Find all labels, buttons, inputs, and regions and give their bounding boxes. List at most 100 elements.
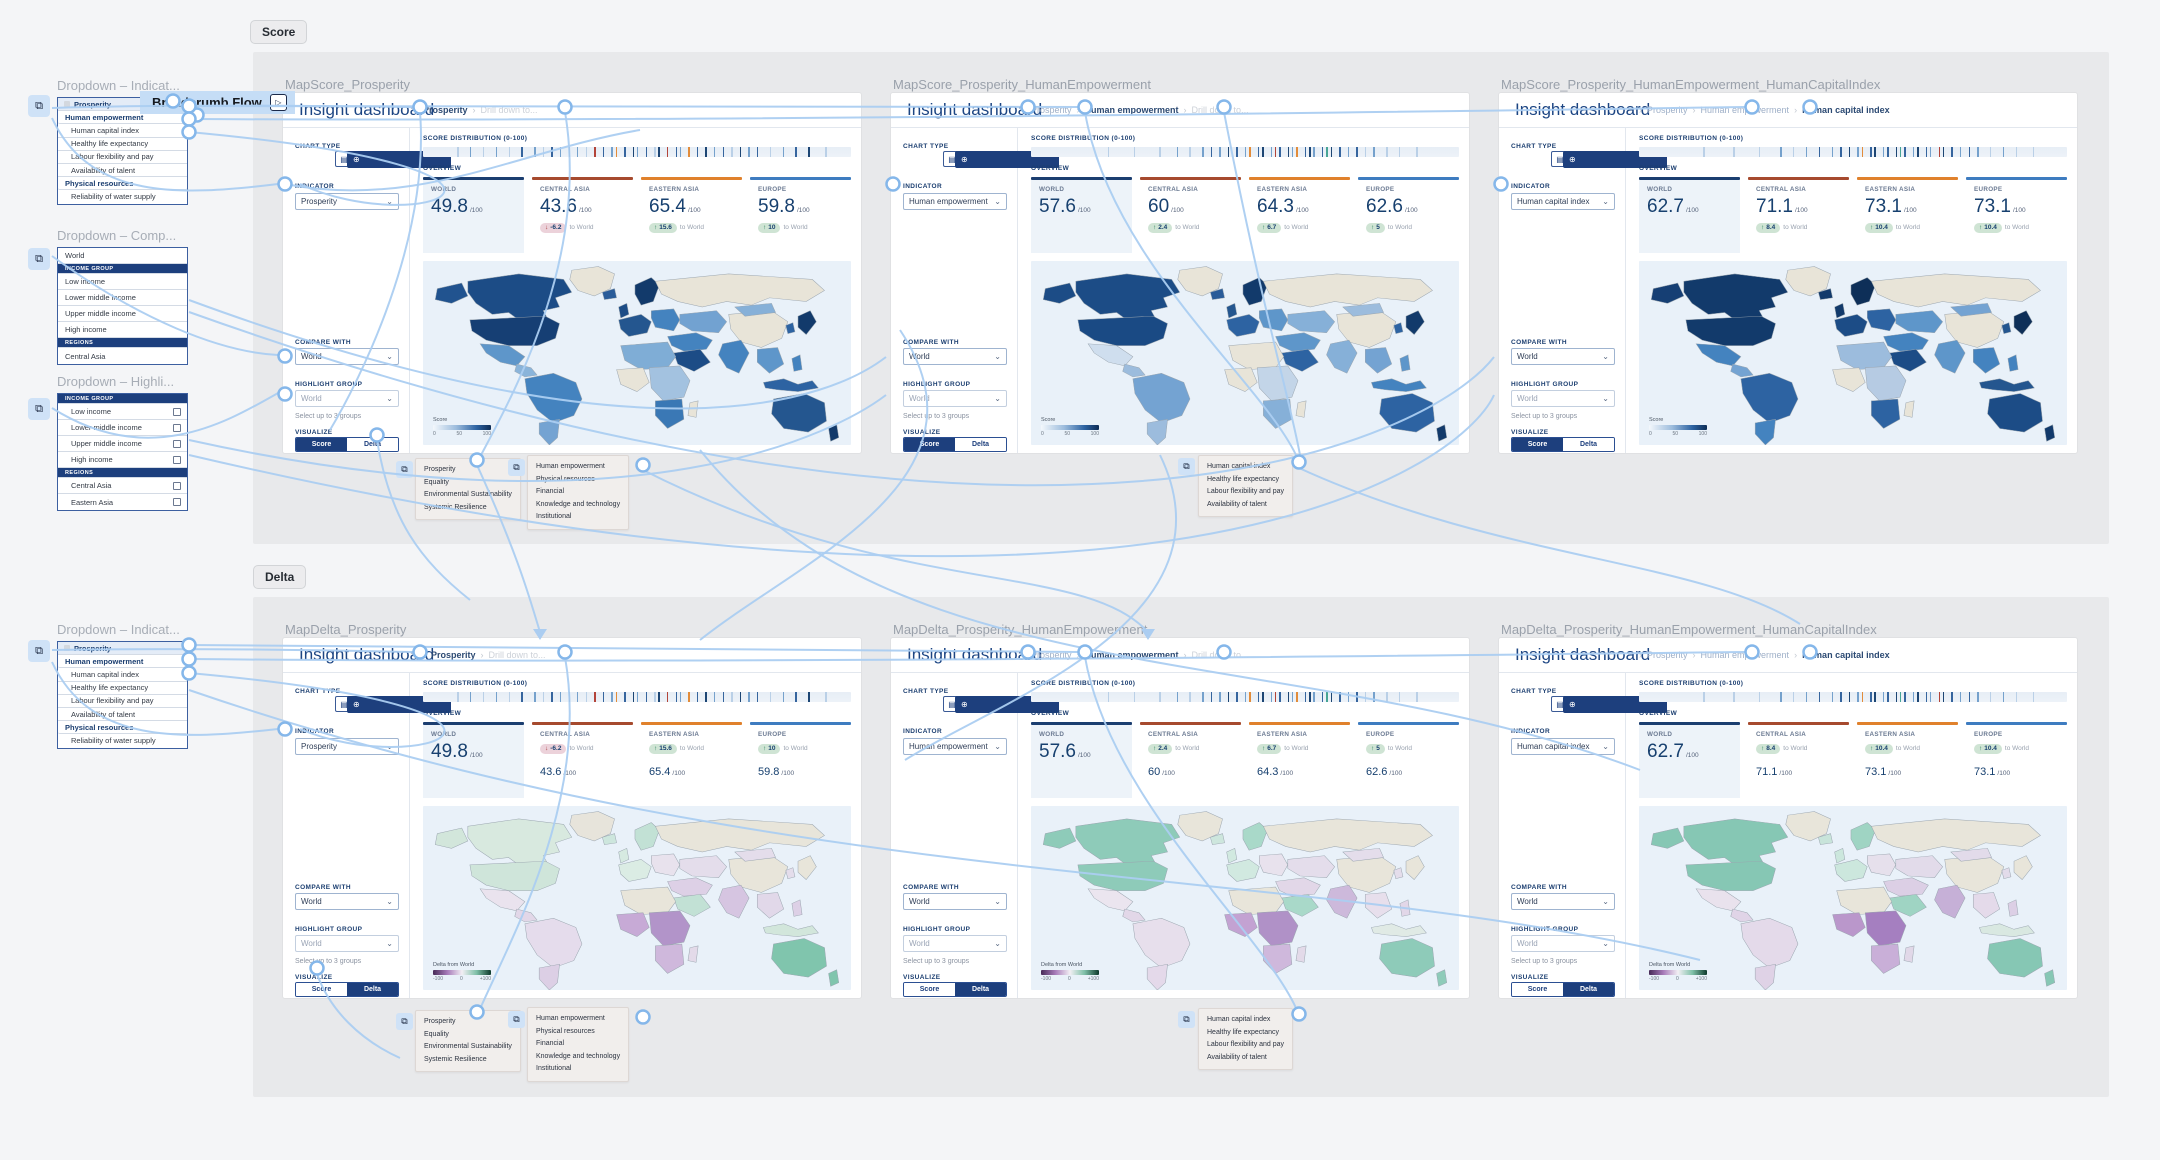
map-region-ind[interactable] bbox=[1326, 339, 1358, 374]
map-region-uk[interactable] bbox=[1834, 847, 1846, 864]
breadcrumb-item[interactable]: Prosperity bbox=[431, 650, 476, 660]
map-region-us[interactable] bbox=[469, 315, 561, 347]
map-region-ak[interactable] bbox=[434, 282, 469, 304]
compare-with-select[interactable]: World ⌄ bbox=[903, 348, 1007, 365]
map-region-mx[interactable] bbox=[479, 888, 526, 912]
breadcrumb-item[interactable]: Drill down to... bbox=[480, 105, 538, 115]
dropdown-item[interactable]: INCOME GROUP bbox=[58, 394, 187, 404]
breadcrumb-item[interactable]: Human capital index bbox=[1802, 650, 1890, 660]
map-region-mx[interactable] bbox=[1695, 888, 1742, 912]
component-copy-icon[interactable]: ⧉ bbox=[396, 461, 413, 478]
map-region-sa1[interactable] bbox=[1132, 372, 1191, 424]
toggle-option-delta[interactable]: Delta bbox=[347, 983, 398, 996]
map-region-sa2[interactable] bbox=[1146, 418, 1169, 445]
map-region-ak[interactable] bbox=[1042, 282, 1077, 304]
map-region-jp[interactable] bbox=[2013, 855, 2033, 881]
breadcrumb-item[interactable]: Prosperity bbox=[1031, 105, 1072, 115]
dropdown-item[interactable]: Reliability of water supply bbox=[58, 190, 187, 204]
map-region-sea[interactable] bbox=[1972, 346, 2001, 374]
map-region-ee[interactable] bbox=[1866, 853, 1897, 877]
map-region-saf[interactable] bbox=[654, 398, 685, 429]
map-region-mx[interactable] bbox=[1087, 888, 1134, 912]
map-region-cas[interactable] bbox=[1895, 310, 1944, 334]
flow-label-bar[interactable]: Breadcrumb Flow ▷ bbox=[140, 91, 295, 114]
map-region-ph[interactable] bbox=[1399, 354, 1411, 372]
map-region-jp[interactable] bbox=[797, 310, 817, 336]
map-region-mad[interactable] bbox=[687, 400, 699, 418]
map-region-ru[interactable] bbox=[1262, 273, 1434, 308]
dropdown-item[interactable]: Central Asia bbox=[58, 478, 187, 494]
checkbox-icon[interactable] bbox=[173, 455, 181, 464]
map-region-we[interactable] bbox=[1834, 858, 1868, 882]
world-map[interactable]: Score 0 50 100 bbox=[423, 261, 851, 445]
map-region-ak[interactable] bbox=[1650, 827, 1685, 849]
map-region-ind[interactable] bbox=[1326, 884, 1358, 919]
map-region-kr[interactable] bbox=[2001, 322, 2012, 335]
map-region-ind[interactable] bbox=[718, 884, 750, 919]
map-region-sa1[interactable] bbox=[1740, 372, 1799, 424]
dropdown-item[interactable]: Upper middle income bbox=[58, 436, 187, 452]
map-region-nz[interactable] bbox=[1436, 969, 1448, 987]
map-region-waf[interactable] bbox=[1224, 912, 1258, 938]
map-region-mad[interactable] bbox=[687, 945, 699, 963]
component-copy-icon[interactable]: ⧉ bbox=[1178, 1011, 1195, 1028]
map-region-ca[interactable] bbox=[467, 273, 573, 321]
map-region-we[interactable] bbox=[618, 313, 652, 337]
map-region-sa2[interactable] bbox=[1754, 963, 1777, 990]
map-region-ph[interactable] bbox=[791, 354, 803, 372]
indicator-select[interactable]: Human empowerment ⌄ bbox=[903, 193, 1007, 210]
map-region-caf[interactable] bbox=[1256, 910, 1299, 947]
map-region-au[interactable] bbox=[1379, 392, 1436, 433]
map-region-sa1[interactable] bbox=[524, 917, 583, 969]
highlight-group-select[interactable]: World ⌄ bbox=[295, 935, 399, 952]
toggle-option-delta[interactable]: Delta bbox=[1563, 983, 1614, 996]
map-region-caf[interactable] bbox=[1864, 910, 1907, 947]
world-map[interactable]: Delta from World -100 0 +100 bbox=[1639, 806, 2067, 990]
breadcrumb-item[interactable]: Prosperity bbox=[1647, 650, 1688, 660]
dropdown-item[interactable]: Reliability of water supply bbox=[58, 734, 187, 748]
map-region-ido[interactable] bbox=[1370, 923, 1427, 938]
dropdown-item[interactable]: Labour flexibility and pay bbox=[58, 694, 187, 708]
map-region-uk[interactable] bbox=[618, 847, 630, 864]
map-region-naf[interactable] bbox=[620, 886, 677, 916]
map-region-cas[interactable] bbox=[1287, 310, 1336, 334]
component-copy-icon[interactable]: ⧉ bbox=[1178, 458, 1195, 475]
map-region-naf[interactable] bbox=[1836, 886, 1893, 916]
frame-title[interactable]: MapScore_Prosperity bbox=[285, 77, 410, 92]
map-region-sea[interactable] bbox=[1364, 346, 1393, 374]
map-region-mx[interactable] bbox=[1087, 343, 1134, 367]
map-region-ind[interactable] bbox=[1934, 884, 1966, 919]
map-region-au[interactable] bbox=[771, 937, 828, 978]
breadcrumb-item[interactable]: Prosperity bbox=[1647, 105, 1688, 115]
map-region-ee[interactable] bbox=[1258, 853, 1289, 877]
map-region-au[interactable] bbox=[1379, 937, 1436, 978]
map-region-ru[interactable] bbox=[654, 273, 826, 308]
map-region-ph[interactable] bbox=[1399, 899, 1411, 917]
delta-section-badge[interactable]: Delta bbox=[253, 565, 307, 589]
map-region-caf[interactable] bbox=[1256, 365, 1299, 402]
dropdown-item[interactable]: High income bbox=[58, 452, 187, 468]
compare-with-select[interactable]: World ⌄ bbox=[295, 893, 399, 910]
map-region-ee[interactable] bbox=[1866, 308, 1897, 332]
map-region-ind[interactable] bbox=[1934, 339, 1966, 374]
map-region-sa2[interactable] bbox=[538, 418, 561, 445]
map-region-mad[interactable] bbox=[1295, 945, 1307, 963]
map-region-naf[interactable] bbox=[1836, 341, 1893, 371]
compare-with-select[interactable]: World ⌄ bbox=[903, 893, 1007, 910]
dropdown-item[interactable]: Prosperity bbox=[58, 642, 187, 656]
map-region-us[interactable] bbox=[1685, 315, 1777, 347]
map-region-ak[interactable] bbox=[434, 827, 469, 849]
map-region-we[interactable] bbox=[1226, 313, 1260, 337]
dropdown-item[interactable]: Healthy life expectancy bbox=[58, 137, 187, 151]
map-region-ind[interactable] bbox=[718, 339, 750, 374]
map-region-us[interactable] bbox=[1077, 315, 1169, 347]
frame-title[interactable]: MapScore_Prosperity_HumanEmpowerment_Hum… bbox=[1501, 77, 1881, 92]
map-region-mx[interactable] bbox=[479, 343, 526, 367]
dropdown-item[interactable]: High income bbox=[58, 322, 187, 338]
map-region-cam[interactable] bbox=[1122, 363, 1146, 378]
map-region-mad[interactable] bbox=[1903, 400, 1915, 418]
frame-title[interactable]: MapDelta_Prosperity_HumanEmpowerment_Hum… bbox=[1501, 622, 1877, 637]
map-region-cas[interactable] bbox=[679, 855, 728, 879]
map-region-ca[interactable] bbox=[1075, 818, 1181, 866]
map-region-waf[interactable] bbox=[1224, 367, 1258, 393]
